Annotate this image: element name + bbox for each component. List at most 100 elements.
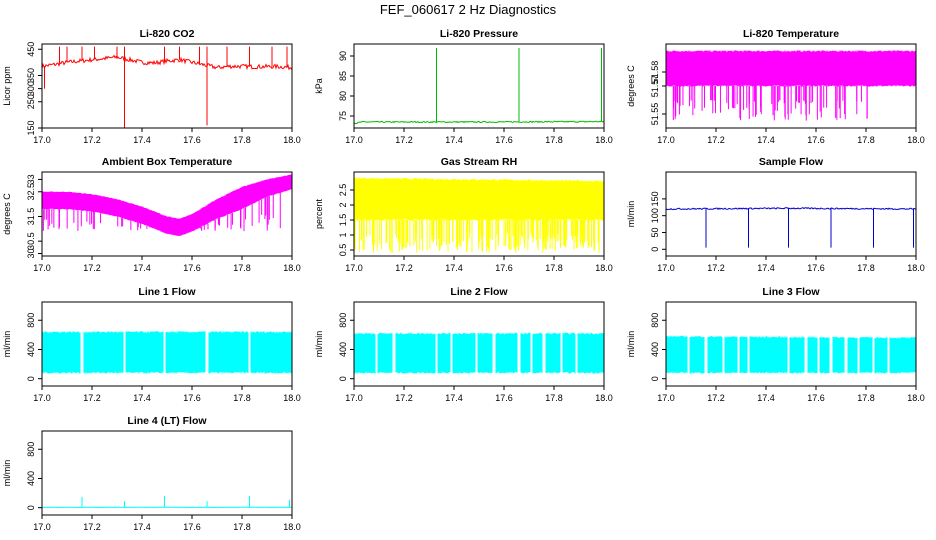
y-tick-label: 2.5 bbox=[338, 184, 348, 197]
series-licor-temp bbox=[665, 50, 917, 121]
y-tick-label: 50 bbox=[650, 227, 660, 237]
plot-frame bbox=[353, 43, 605, 129]
y-tick-label: 800 bbox=[650, 313, 660, 328]
x-tick-label: 17.6 bbox=[495, 263, 513, 273]
plot-frame bbox=[353, 171, 605, 257]
x-tick-label: 17.4 bbox=[133, 522, 151, 532]
x-tick-label: 17.4 bbox=[757, 393, 775, 403]
x-tick-label: 17.4 bbox=[133, 135, 151, 145]
series-line1-flow bbox=[41, 331, 293, 374]
x-tick-label: 17.6 bbox=[495, 135, 513, 145]
y-axis-label: ml/min bbox=[2, 460, 12, 487]
y-tick-label: 80 bbox=[338, 91, 348, 101]
x-tick-label: 18.0 bbox=[283, 522, 301, 532]
plot-frame bbox=[353, 301, 605, 387]
chart-line4-flow: Line 4 (LT) Flow ml/min 17.0 17.2 17.4 17.6 17… bbox=[2, 415, 301, 532]
x-tick-label: 17.2 bbox=[395, 135, 413, 145]
x-tick-label: 17.0 bbox=[33, 263, 51, 273]
data-line bbox=[41, 54, 293, 71]
y-tick-label: 51.57 bbox=[650, 75, 660, 98]
y-tick-label: 75 bbox=[338, 111, 348, 121]
chart-ambient-temp: Ambient Box Temperature degrees C 17.0 17.2… bbox=[2, 156, 301, 273]
x-tick-label: 17.4 bbox=[757, 263, 775, 273]
series-ambient-temp bbox=[41, 174, 293, 236]
chart-line2-flow: Line 2 Flow ml/min 17.0 17.2 17.4 17.6 17.8 18.… bbox=[314, 286, 613, 403]
x-tick-label: 18.0 bbox=[283, 263, 301, 273]
x-tick-label: 17.8 bbox=[545, 263, 563, 273]
y-tick-label: 250 bbox=[26, 94, 36, 109]
y-axis-label: Licor ppm bbox=[2, 66, 12, 106]
x-tick-label: 17.8 bbox=[857, 393, 875, 403]
x-tick-label: 17.8 bbox=[857, 263, 875, 273]
x-tick-label: 18.0 bbox=[595, 135, 613, 145]
x-tick-label: 17.0 bbox=[657, 393, 675, 403]
series-line4-flow bbox=[41, 496, 293, 509]
y-tick-label: 51.58 bbox=[650, 61, 660, 84]
x-tick-label: 17.4 bbox=[445, 263, 463, 273]
y-tick-label: 31.5 bbox=[26, 208, 36, 226]
series-line2-flow bbox=[353, 332, 605, 374]
chart-line3-flow: Line 3 Flow ml/min 17.0 17.2 17.4 17.6 17.8 18.… bbox=[626, 286, 925, 403]
x-tick-label: 17.6 bbox=[495, 393, 513, 403]
x-tick-label: 17.4 bbox=[445, 135, 463, 145]
y-axis-label: kPa bbox=[314, 78, 324, 94]
chart-title: Gas Stream RH bbox=[441, 156, 517, 168]
x-tick-label: 17.8 bbox=[545, 393, 563, 403]
x-tick-label: 17.0 bbox=[345, 263, 363, 273]
x-tick-label: 17.8 bbox=[233, 135, 251, 145]
x-tick-label: 18.0 bbox=[595, 263, 613, 273]
y-tick-label: 0 bbox=[26, 376, 36, 381]
y-tick-label: 800 bbox=[26, 313, 36, 328]
y-tick-label: 30.5 bbox=[26, 232, 36, 250]
chart-licor-temp: Li-820 Temperature degrees C 17.0 17.2 17.4 1… bbox=[626, 28, 925, 145]
chart-sample-flow: Sample Flow ml/min 17.0 17.2 17.4 17.6 17.8 18.… bbox=[626, 156, 925, 273]
chart-title: Line 3 Flow bbox=[762, 286, 820, 298]
chart-gas-rh: Gas Stream RH percent 17.0 17.2 17.4 17.6 17.8… bbox=[314, 156, 613, 273]
series-sample-flow bbox=[665, 207, 917, 248]
x-tick-label: 18.0 bbox=[907, 393, 925, 403]
y-tick-label: 150 bbox=[26, 120, 36, 135]
chart-co2: Li-820 CO2 Licor ppm 17.0 17.2 17.4 17.6 17.8 1… bbox=[2, 28, 301, 145]
y-tick-label: 32.5 bbox=[26, 183, 36, 201]
x-tick-label: 17.0 bbox=[345, 393, 363, 403]
x-tick-label: 17.6 bbox=[183, 522, 201, 532]
y-tick-label: 0.5 bbox=[338, 244, 348, 257]
y-tick-label: 450 bbox=[26, 42, 36, 57]
x-tick-label: 18.0 bbox=[907, 263, 925, 273]
plot-frame bbox=[665, 301, 917, 387]
y-tick-label: 800 bbox=[26, 442, 36, 457]
y-tick-label: 100 bbox=[650, 208, 660, 223]
x-tick-label: 17.4 bbox=[133, 263, 151, 273]
y-tick-label: 400 bbox=[26, 471, 36, 486]
y-tick-label: 85 bbox=[338, 71, 348, 81]
chart-title: Li-820 CO2 bbox=[140, 28, 195, 40]
x-tick-label: 17.2 bbox=[83, 393, 101, 403]
x-tick-label: 17.8 bbox=[857, 135, 875, 145]
x-tick-label: 17.6 bbox=[807, 263, 825, 273]
x-tick-label: 17.6 bbox=[183, 393, 201, 403]
plot-frame bbox=[665, 171, 917, 257]
y-axis-label: percent bbox=[314, 198, 324, 229]
x-tick-label: 18.0 bbox=[283, 393, 301, 403]
x-tick-label: 17.2 bbox=[707, 135, 725, 145]
y-tick-label: 30 bbox=[26, 249, 36, 259]
data-line bbox=[353, 120, 605, 125]
series-line3-flow bbox=[665, 335, 917, 374]
chart-title: Line 1 Flow bbox=[138, 286, 196, 298]
x-tick-label: 18.0 bbox=[907, 135, 925, 145]
x-tick-label: 17.6 bbox=[807, 393, 825, 403]
x-tick-label: 17.4 bbox=[133, 393, 151, 403]
chart-line1-flow: Line 1 Flow ml/min 17.0 17.2 17.4 17.6 17.8 18.… bbox=[2, 286, 301, 403]
y-tick-label: 33 bbox=[26, 174, 36, 184]
x-tick-label: 17.6 bbox=[807, 135, 825, 145]
x-tick-label: 17.2 bbox=[707, 393, 725, 403]
y-tick-label: 400 bbox=[650, 342, 660, 357]
y-axis-label: ml/min bbox=[626, 331, 636, 358]
x-tick-label: 17.4 bbox=[445, 393, 463, 403]
y-tick-label: 51.55 bbox=[650, 103, 660, 126]
y-tick-label: 300 bbox=[26, 81, 36, 96]
series-pressure bbox=[353, 48, 605, 125]
x-tick-label: 17.6 bbox=[183, 263, 201, 273]
x-tick-label: 17.0 bbox=[657, 263, 675, 273]
x-tick-label: 17.2 bbox=[83, 135, 101, 145]
